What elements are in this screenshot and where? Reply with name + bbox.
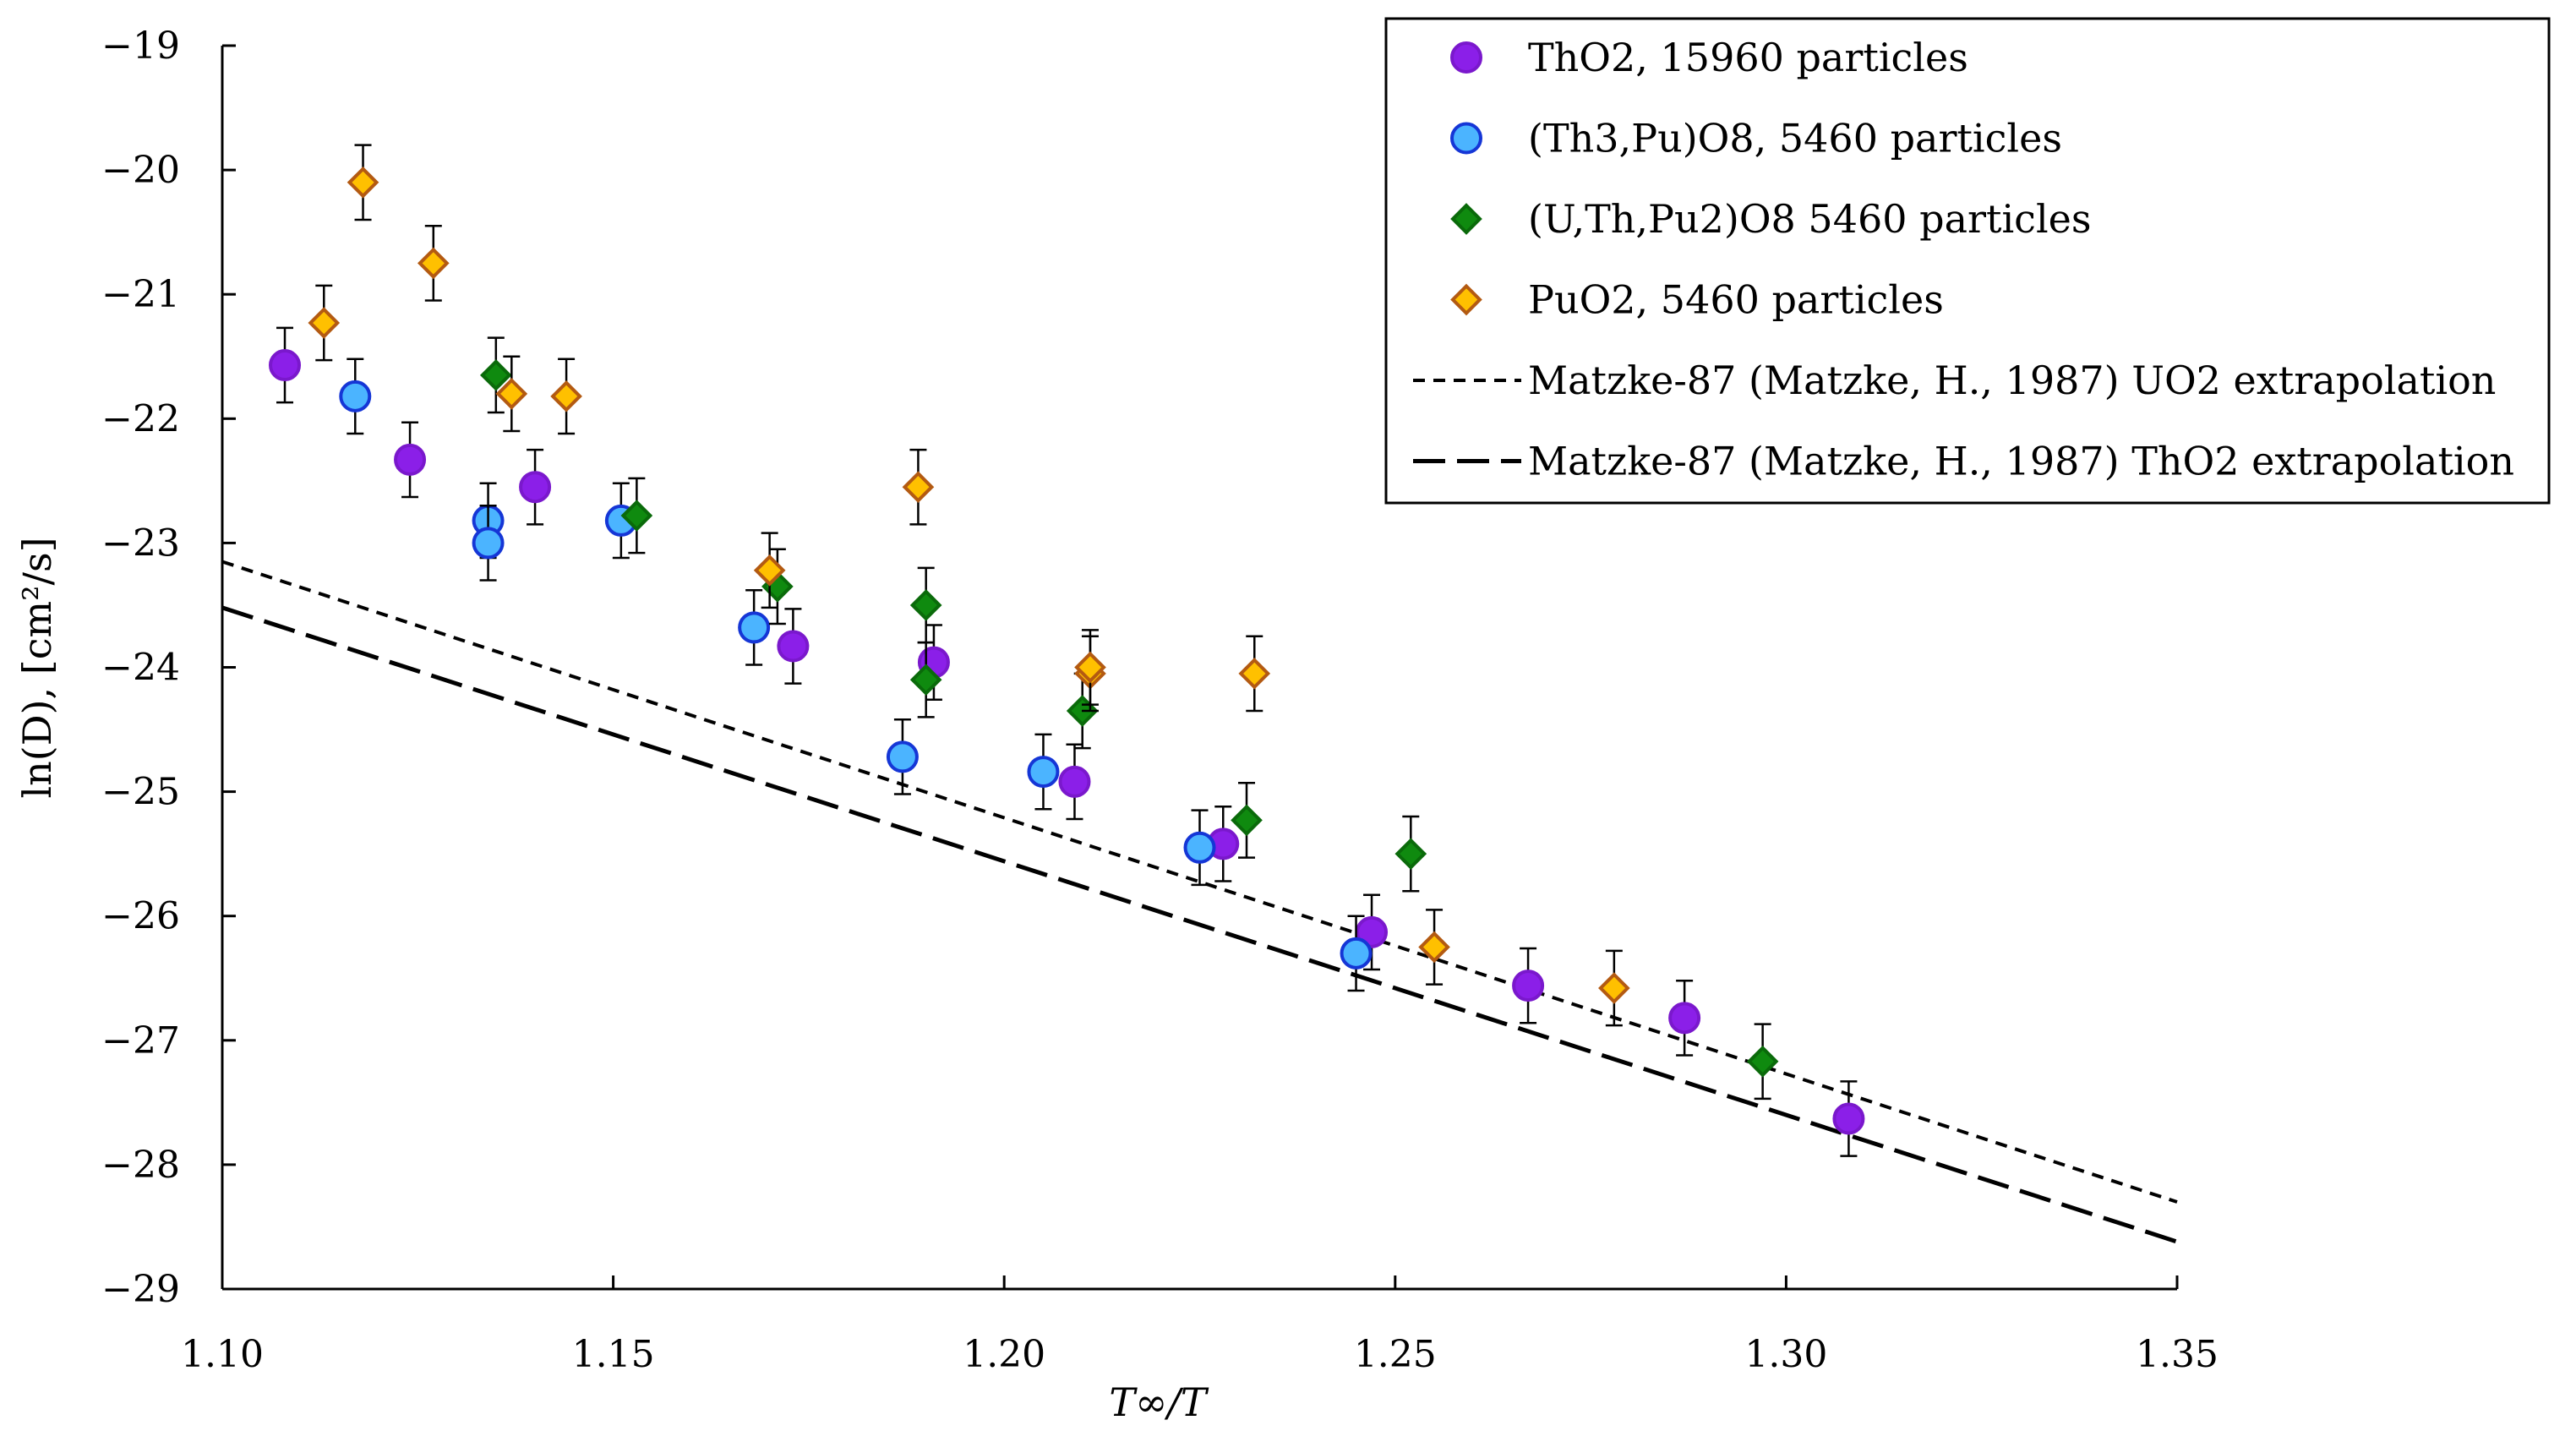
legend-marker: [1450, 283, 1482, 316]
data-point: [1356, 915, 1389, 948]
data-point: [1668, 1002, 1701, 1035]
data-point: [738, 611, 771, 644]
legend-box: [1384, 17, 2551, 505]
data-point: [620, 500, 653, 532]
y-tick-label: −26: [101, 895, 180, 938]
legend-label: (Th3,Pu)O8, 5460 particles: [1528, 116, 2062, 161]
legend-label: Matzke-87 (Matzke, H., 1987) ThO2 extrap…: [1528, 439, 2514, 484]
y-tick-label: −28: [101, 1144, 180, 1187]
data-point: [1231, 804, 1263, 837]
data-point: [1238, 658, 1271, 690]
y-tick-label: −19: [101, 25, 180, 68]
data-point: [269, 349, 302, 382]
y-tick-label: −22: [101, 397, 180, 440]
data-point: [550, 380, 582, 412]
legend-marker: [1450, 122, 1482, 155]
legend-marker: [1450, 203, 1482, 235]
data-point: [347, 166, 379, 199]
data-point: [1340, 937, 1373, 970]
y-tick-label: −24: [101, 647, 180, 690]
data-point: [1832, 1102, 1865, 1135]
y-tick-label: −29: [101, 1268, 180, 1311]
data-point: [472, 527, 505, 560]
data-point: [519, 471, 552, 504]
x-tick-label: 1.20: [963, 1333, 1045, 1376]
data-point: [1074, 651, 1106, 684]
x-axis-title: T∞/T: [1109, 1379, 1209, 1425]
data-point: [753, 554, 786, 587]
y-ticks: −19 −20 −21 −22 −23 −24 −25 −26 −27 −28 −29: [101, 25, 236, 1311]
data-point: [1027, 756, 1060, 789]
legend-label: ThO2, 15960 particles: [1528, 35, 1968, 80]
x-tick-label: 1.35: [2136, 1333, 2219, 1376]
x-tick-label: 1.10: [181, 1333, 264, 1376]
series-4: [308, 144, 1630, 1027]
data-point: [1598, 972, 1630, 1004]
data-points: [269, 144, 1865, 1157]
data-point: [339, 380, 372, 412]
reference-line-2: [221, 605, 2178, 1244]
data-point: [1418, 931, 1450, 964]
legend-label: Matzke-87 (Matzke, H., 1987) UO2 extrapo…: [1528, 358, 2496, 403]
data-point: [417, 247, 450, 280]
data-point: [909, 664, 942, 696]
y-axis-title: ln(D), [cm²/s]: [14, 537, 60, 798]
data-point: [495, 378, 528, 410]
x-ticks: 1.10 1.15 1.20 1.25 1.30 1.35: [181, 1275, 2219, 1376]
x-tick-label: 1.25: [1354, 1333, 1437, 1376]
y-tick-label: −21: [101, 273, 180, 316]
legend-label: (U,Th,Pu2)O8 5460 particles: [1528, 196, 2091, 242]
y-tick-label: −25: [101, 771, 180, 814]
legend: ThO2, 15960 particles (Th3,Pu)O8, 5460 pa…: [1384, 17, 2551, 505]
data-point: [1394, 838, 1427, 870]
x-tick-label: 1.30: [1744, 1333, 1827, 1376]
legend-marker: [1450, 41, 1482, 74]
data-point: [886, 740, 919, 773]
data-point: [1512, 970, 1545, 1002]
y-tick-label: −20: [101, 149, 180, 192]
data-point: [909, 589, 942, 621]
y-tick-label: −23: [101, 522, 180, 565]
x-tick-label: 1.15: [572, 1333, 655, 1376]
series-2: [339, 358, 1373, 992]
data-point: [1058, 765, 1091, 798]
legend-label: PuO2, 5460 particles: [1528, 277, 1944, 323]
data-point: [308, 307, 341, 339]
data-point: [394, 443, 427, 476]
reference-line-1: [221, 560, 2178, 1204]
data-point: [479, 358, 512, 391]
data-point: [1746, 1045, 1779, 1078]
data-point: [1183, 831, 1216, 864]
reference-lines: [221, 560, 2178, 1244]
y-tick-label: −27: [101, 1019, 180, 1062]
data-point: [902, 471, 935, 504]
data-point: [777, 630, 810, 663]
